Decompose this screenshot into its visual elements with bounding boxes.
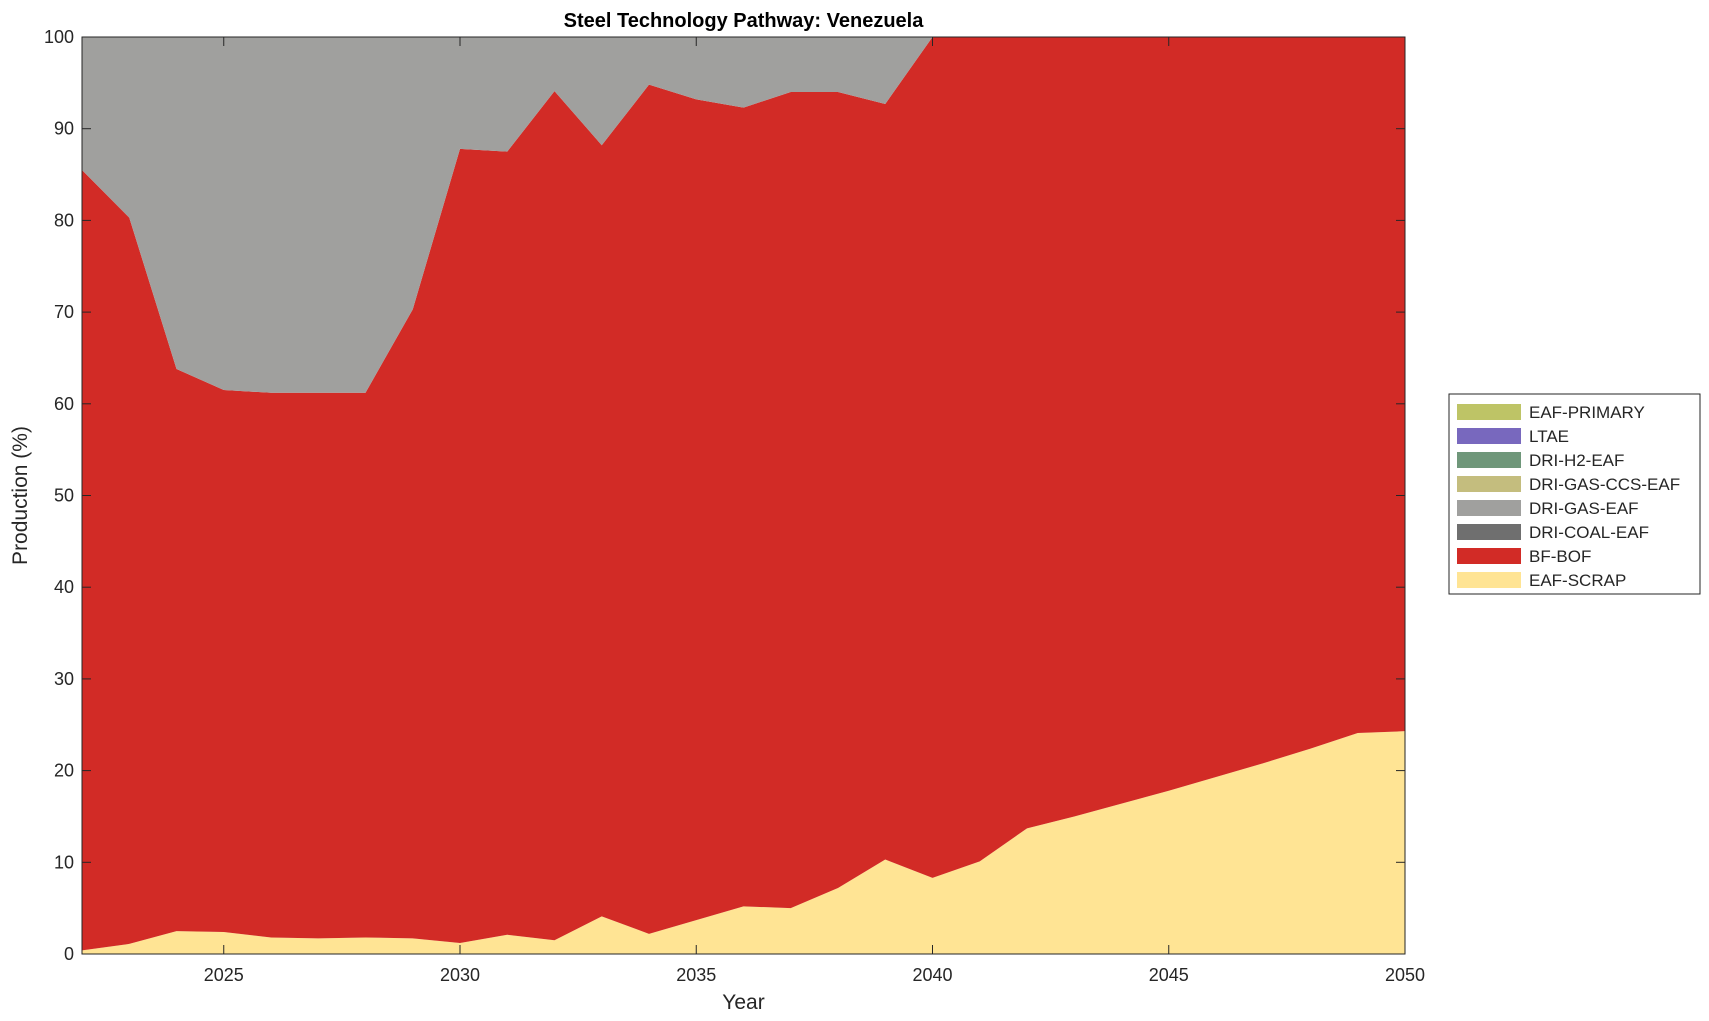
x-tick-label: 2030 <box>440 965 480 985</box>
y-tick-label: 50 <box>54 486 74 506</box>
x-tick-label: 2025 <box>204 965 244 985</box>
legend-label-dri-h2-eaf: DRI-H2-EAF <box>1529 451 1624 470</box>
plot-areas <box>82 37 1405 954</box>
legend-label-eaf-scrap: EAF-SCRAP <box>1529 571 1626 590</box>
y-tick-label: 70 <box>54 302 74 322</box>
legend-swatch-eaf-primary <box>1457 404 1521 420</box>
y-tick-label: 90 <box>54 119 74 139</box>
y-tick-label: 0 <box>64 944 74 964</box>
y-tick-label: 30 <box>54 669 74 689</box>
legend-swatch-dri-gas-ccs-eaf <box>1457 476 1521 492</box>
chart-title: Steel Technology Pathway: Venezuela <box>564 10 925 32</box>
legend-label-bf-bof: BF-BOF <box>1529 547 1591 566</box>
x-tick-label: 2040 <box>912 965 952 985</box>
legend-swatch-ltae <box>1457 428 1521 444</box>
legend-swatch-eaf-scrap <box>1457 572 1521 588</box>
area-eaf-scrap <box>82 731 1405 954</box>
y-tick-label: 20 <box>54 761 74 781</box>
x-tick-label: 2050 <box>1385 965 1425 985</box>
y-tick-label: 40 <box>54 577 74 597</box>
legend-swatch-dri-coal-eaf <box>1457 524 1521 540</box>
area-dri-gas-eaf <box>82 37 1405 393</box>
y-tick-label: 80 <box>54 210 74 230</box>
x-tick-label: 2045 <box>1149 965 1189 985</box>
legend-label-dri-gas-ccs-eaf: DRI-GAS-CCS-EAF <box>1529 475 1680 494</box>
y-tick-label: 10 <box>54 852 74 872</box>
legend-label-ltae: LTAE <box>1529 427 1569 446</box>
x-tick-label: 2035 <box>676 965 716 985</box>
legend-swatch-dri-gas-eaf <box>1457 500 1521 516</box>
legend-label-dri-gas-eaf: DRI-GAS-EAF <box>1529 499 1639 518</box>
legend-swatch-bf-bof <box>1457 548 1521 564</box>
y-axis-label: Production (%) <box>9 426 32 565</box>
y-tick-label: 100 <box>44 27 74 47</box>
legend: EAF-PRIMARY LTAE DRI-H2-EAF DRI-GAS-CCS-EAF… <box>1448 393 1701 595</box>
area-bf-bof <box>82 37 1405 951</box>
x-axis-label: Year <box>722 991 764 1014</box>
y-tick-label: 60 <box>54 394 74 414</box>
legend-label-eaf-primary: EAF-PRIMARY <box>1529 403 1645 422</box>
legend-label-dri-coal-eaf: DRI-COAL-EAF <box>1529 523 1649 542</box>
legend-swatch-dri-h2-eaf <box>1457 452 1521 468</box>
